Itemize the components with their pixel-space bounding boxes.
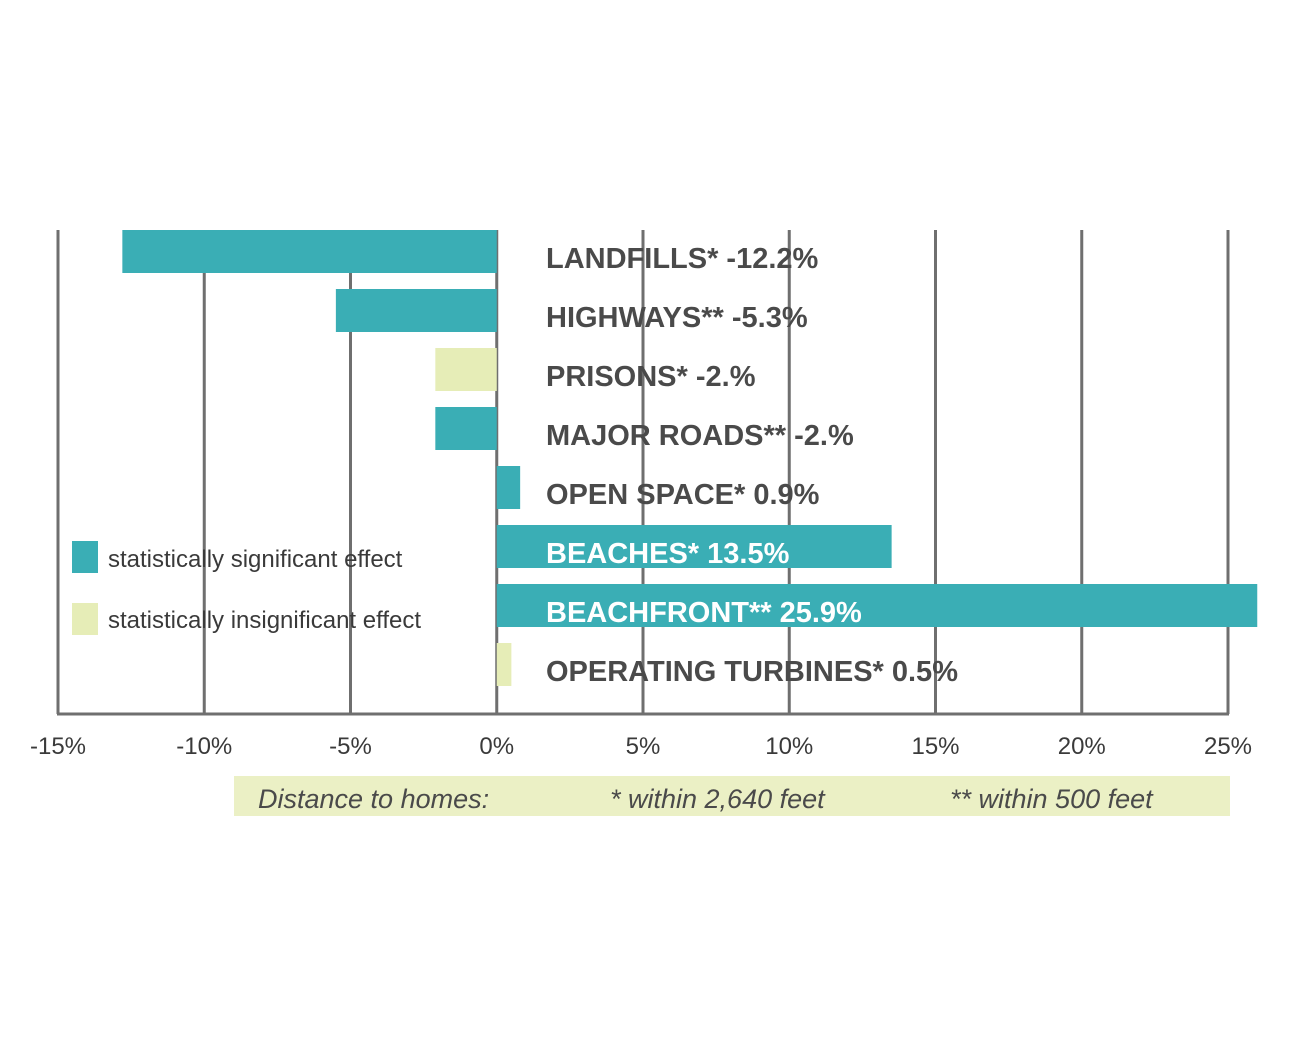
- legend: statistically significant effect statist…: [72, 541, 421, 635]
- bar: [496, 466, 521, 509]
- legend-swatch-insignificant: [72, 603, 98, 635]
- bar: [496, 525, 892, 568]
- bar-labels: LANDFILLS* -12.2% HIGHWAYS** -5.3% PRISONS…: [546, 243, 958, 688]
- footnote: Distance to homes: * within 2,640 feet *…: [234, 776, 1230, 816]
- x-tick-label: 15%: [911, 733, 959, 760]
- x-axis-ticks: -15% -10% -5% 0% 5% 10% 15% 20% 25%: [30, 733, 1252, 760]
- bar: [335, 289, 497, 332]
- legend-label-insignificant: statistically insignificant effect: [108, 607, 421, 634]
- x-tick-label: 0%: [479, 733, 514, 760]
- footnote-label: Distance to homes:: [258, 784, 489, 814]
- footnote-two-star: ** within 500 feet: [950, 784, 1154, 814]
- footnote-background: [234, 776, 1230, 816]
- bar: [496, 643, 512, 686]
- legend-swatch-significant: [72, 541, 98, 573]
- footnote-one-star: * within 2,640 feet: [610, 784, 826, 814]
- x-tick-label: 20%: [1058, 733, 1106, 760]
- bar-label: BEACHFRONT** 25.9%: [546, 597, 862, 629]
- bar-label: HIGHWAYS** -5.3%: [546, 302, 808, 334]
- x-tick-label: 5%: [626, 733, 661, 760]
- legend-label-significant: statistically significant effect: [108, 546, 403, 573]
- x-tick-label: -10%: [176, 733, 232, 760]
- bar-label: BEACHES* 13.5%: [546, 538, 790, 570]
- bar: [496, 584, 1258, 627]
- bar-label: OPERATING TURBINES* 0.5%: [546, 656, 958, 688]
- x-tick-label: -5%: [329, 733, 372, 760]
- x-tick-label: 10%: [765, 733, 813, 760]
- bar-label: LANDFILLS* -12.2%: [546, 243, 819, 275]
- bar-label: PRISONS* -2.%: [546, 361, 756, 393]
- bar-label: OPEN SPACE* 0.9%: [546, 479, 820, 511]
- bar-label: MAJOR ROADS** -2.%: [546, 420, 854, 452]
- bar: [122, 230, 497, 273]
- bar: [435, 407, 497, 450]
- bar: [435, 348, 497, 391]
- bars: [122, 230, 1258, 686]
- x-tick-label: 25%: [1204, 733, 1252, 760]
- x-tick-label: -15%: [30, 733, 86, 760]
